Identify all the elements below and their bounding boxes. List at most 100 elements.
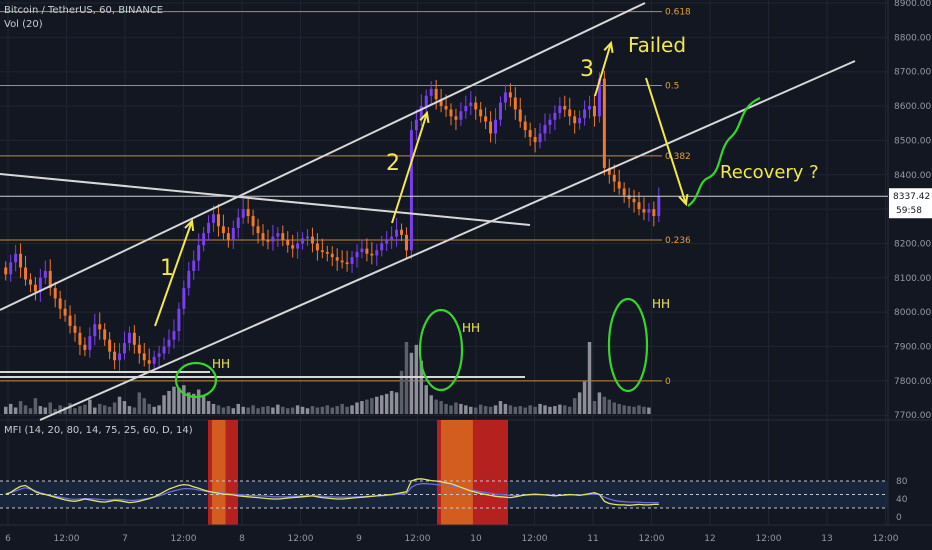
trendlines[interactable] — [0, 2, 856, 421]
volume-bar — [78, 406, 82, 414]
candle-body — [429, 88, 433, 96]
volume-bar — [18, 401, 23, 414]
volume-bar — [221, 407, 226, 414]
candle-body — [657, 196, 661, 216]
volume-bar — [83, 404, 87, 414]
volume-bar — [117, 396, 122, 414]
price-tick-label: 8400.00 — [894, 171, 931, 181]
volume-bar — [310, 406, 315, 414]
candle-body — [320, 250, 324, 253]
volume-bar — [167, 390, 171, 414]
volume-bar — [23, 405, 28, 414]
candle-body — [231, 227, 235, 241]
volume-bar — [43, 407, 48, 414]
candle-body — [291, 245, 295, 249]
volume-bar — [365, 399, 369, 414]
hh-circle-1 — [174, 361, 218, 399]
volume-bar — [528, 405, 532, 414]
volume-bar — [127, 406, 132, 414]
volume-bar — [73, 408, 77, 414]
candle-body — [355, 252, 359, 258]
candle-body — [553, 112, 557, 120]
candle-body — [508, 92, 512, 98]
volume-bar — [13, 407, 18, 414]
last-price-label: 8337.42 — [893, 192, 930, 202]
candle-body — [236, 217, 240, 228]
candle-body — [4, 267, 8, 275]
volume-bar — [419, 360, 424, 414]
candle-body — [330, 253, 334, 258]
candle-body — [400, 229, 404, 235]
candle-body — [404, 234, 408, 251]
volume-bar — [503, 403, 508, 414]
volume-bar — [147, 403, 151, 414]
time-tick-label: 8 — [239, 534, 245, 544]
mfi-overbought-zone — [441, 420, 473, 525]
time-tick-label: 12:00 — [873, 534, 899, 544]
candle-body — [652, 209, 656, 216]
volume-bar — [488, 406, 493, 414]
volume-bar — [622, 405, 626, 414]
candle-body — [147, 360, 151, 364]
candle-body — [98, 324, 102, 330]
mfi-legend[interactable]: MFI (14, 20, 80, 14, 75, 25, 60, D, 14) — [4, 425, 193, 436]
candle-body — [503, 92, 507, 103]
candle-body — [528, 130, 532, 137]
symbol-title[interactable]: Bitcoin / TetherUS, 60, BINANCE — [4, 5, 164, 16]
candle-body — [498, 102, 502, 120]
time-tick-label: 9 — [356, 534, 362, 544]
candle-body — [108, 339, 112, 352]
volume-bar — [266, 406, 270, 414]
volume-bar — [330, 407, 334, 414]
candle-body — [127, 332, 131, 344]
wave-2-arrow — [391, 112, 428, 224]
candle-body — [474, 102, 478, 110]
volume-bar — [454, 402, 458, 414]
volume-bar — [286, 408, 290, 414]
volume-bar — [315, 407, 320, 414]
volume-legend[interactable]: Vol (20) — [4, 19, 43, 30]
candle-body — [548, 119, 552, 125]
candle-body — [390, 236, 394, 241]
volume-bar — [498, 401, 503, 414]
time-tick-label: 12:00 — [171, 534, 197, 544]
candle-body — [53, 288, 57, 299]
candle-body — [380, 243, 384, 251]
candle-body — [187, 270, 191, 289]
candle-body — [612, 174, 616, 182]
recovery-squiggle — [687, 96, 761, 207]
volume-bar — [107, 406, 112, 414]
candles[interactable] — [4, 71, 661, 373]
volume-bar — [444, 403, 448, 414]
time-axis-bg — [0, 525, 932, 550]
volume-bar — [187, 392, 191, 414]
hh-label-1: HH — [212, 357, 230, 371]
candle-body — [296, 243, 300, 249]
candle-body — [221, 226, 225, 234]
candle-body — [142, 353, 146, 361]
channel-upper-line — [0, 2, 646, 311]
volume-bar — [241, 406, 245, 414]
volume-bar — [350, 405, 354, 414]
candle-body — [286, 240, 290, 246]
annotations[interactable]: 1 2 3 Failed Recovery ? HH HH HH — [154, 33, 819, 399]
candle-body — [202, 233, 206, 246]
volume-bar — [568, 406, 572, 414]
failed-drop-arrow-head — [678, 193, 689, 207]
price-tick-label: 8100.00 — [894, 274, 931, 284]
candle-body — [523, 121, 527, 131]
candle-body — [335, 257, 339, 261]
volume-bar — [211, 403, 216, 414]
time-tick-label: 12:00 — [639, 534, 665, 544]
candle-body — [607, 167, 611, 175]
candle-body — [167, 339, 171, 347]
volume-bar — [281, 406, 285, 414]
volume-bar — [543, 405, 547, 414]
last-price-badge — [889, 188, 932, 219]
candle-body — [266, 240, 270, 242]
volume-bar — [38, 406, 43, 414]
candle-body — [216, 214, 220, 227]
candle-body — [212, 214, 216, 223]
volume-bar — [8, 403, 13, 414]
